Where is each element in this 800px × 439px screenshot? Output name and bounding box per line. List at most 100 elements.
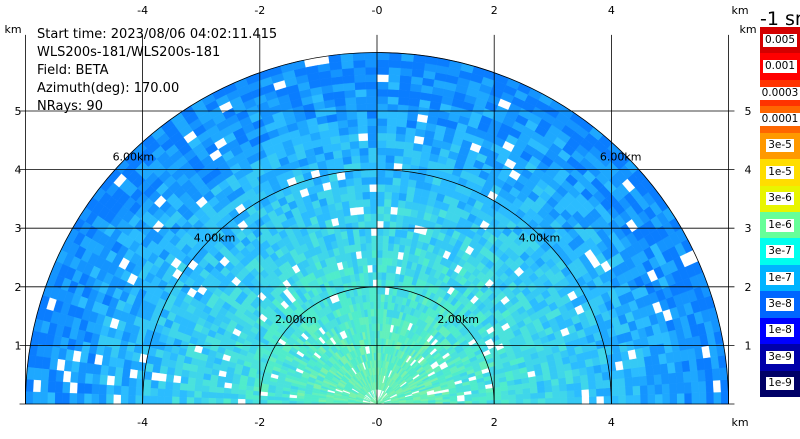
beta-cell: [26, 380, 34, 393]
beta-cell: [373, 280, 377, 287]
beta-cell: [653, 364, 662, 375]
beta-cell: [618, 387, 626, 396]
beta-cell: [663, 394, 671, 404]
beta-cell: [92, 374, 100, 385]
beta-cell: [377, 177, 385, 185]
beta-cell: [377, 96, 388, 104]
beta-cell: [400, 75, 412, 83]
beta-cell: [369, 287, 373, 295]
beta-cell: [377, 155, 386, 163]
beta-cell: [633, 395, 641, 404]
beta-cell: [56, 370, 64, 382]
beta-cell: [388, 236, 394, 244]
beta-cell: [180, 377, 188, 385]
beta-cell: [369, 162, 377, 169]
beta-cell: [113, 395, 121, 404]
beta-cell: [370, 192, 377, 199]
y-tick-label-right: 5: [745, 105, 752, 118]
beta-cell: [260, 400, 267, 404]
beta-cell: [404, 208, 412, 216]
colorbar-label: 1e-8: [766, 324, 794, 337]
beta-cell: [180, 383, 188, 390]
beta-cell: [545, 386, 553, 393]
beta-cell: [386, 141, 396, 149]
beta-cell: [238, 390, 246, 395]
beta-cell: [706, 392, 714, 404]
beta-cell: [692, 393, 700, 404]
x-tick-label-top: -0: [372, 4, 383, 17]
x-tick-label-top: 2: [491, 4, 498, 17]
beta-cell: [33, 392, 41, 404]
colorbar-label: 1e-7: [766, 272, 794, 285]
beta-cell: [377, 104, 388, 112]
beta-cell: [91, 394, 99, 404]
beta-cell: [121, 377, 129, 386]
beta-cell: [713, 380, 721, 392]
beta-cell: [566, 377, 574, 385]
beta-cell: [267, 393, 275, 397]
beta-cell: [389, 229, 396, 237]
beta-cell: [619, 395, 626, 404]
beta-cell: [626, 395, 634, 404]
beta-cell: [405, 135, 415, 143]
beta-cell: [616, 369, 624, 378]
beta-cell: [62, 382, 70, 393]
beta-cell: [632, 376, 640, 386]
colorbar-label: 0.001: [763, 60, 797, 73]
ring-label-right: 4.00km: [519, 232, 561, 245]
beta-cell: [388, 75, 400, 83]
beta-cell: [377, 140, 386, 148]
beta-cell: [721, 392, 729, 404]
beta-cell: [398, 97, 409, 105]
y-tick-label-left: 3: [15, 222, 22, 235]
x-tick-label-bottom: -0: [372, 416, 383, 429]
beta-cell: [389, 60, 401, 68]
beta-cell: [121, 395, 129, 404]
beta-cell: [384, 199, 391, 207]
x-tick-label-top: -4: [137, 4, 148, 17]
beta-cell: [337, 120, 348, 128]
beta-cell: [352, 222, 359, 230]
beta-cell: [597, 396, 605, 404]
beta-cell: [194, 385, 202, 392]
beta-cell: [354, 75, 366, 83]
beta-cell: [398, 193, 406, 201]
beta-cell: [399, 90, 410, 98]
beta-cell: [360, 162, 369, 170]
beta-cell: [380, 302, 384, 310]
colorbar-segment: 1e-7: [760, 265, 800, 291]
beta-cell: [354, 185, 362, 193]
beta-cell: [377, 199, 384, 206]
y-tick-label-left: 1: [15, 339, 22, 352]
beta-cell: [26, 367, 34, 380]
y-tick-label-right: 2: [745, 281, 752, 294]
beta-cell: [377, 287, 381, 294]
beta-cell: [129, 378, 137, 387]
beta-cell: [366, 82, 377, 90]
field-text: Field: BETA: [37, 62, 277, 80]
unit-label-x-top: km: [731, 4, 748, 17]
beta-cell: [135, 387, 143, 396]
colorbar-segment: 1e-6: [760, 212, 800, 238]
beta-cell: [165, 389, 173, 397]
beta-cell: [611, 396, 618, 404]
beta-cell: [150, 388, 158, 396]
beta-cell: [342, 156, 351, 164]
beta-cell: [202, 380, 210, 387]
beta-cell: [165, 397, 172, 404]
beta-cell: [560, 397, 568, 404]
beta-cell: [347, 119, 358, 127]
y-tick-label-left: 5: [15, 105, 22, 118]
beta-cell: [363, 265, 368, 273]
beta-cell: [582, 397, 589, 404]
beta-cell: [365, 60, 377, 68]
beta-cell: [377, 236, 383, 243]
colorbar-segment: 1e-5: [760, 159, 800, 185]
beta-cell: [639, 376, 647, 386]
beta-cell: [647, 375, 655, 385]
beta-cell: [34, 368, 42, 381]
beta-cell: [374, 323, 377, 330]
beta-cell: [567, 397, 575, 404]
start-time-text: Start time: 2023/08/06 04:02:11.415: [37, 26, 277, 44]
